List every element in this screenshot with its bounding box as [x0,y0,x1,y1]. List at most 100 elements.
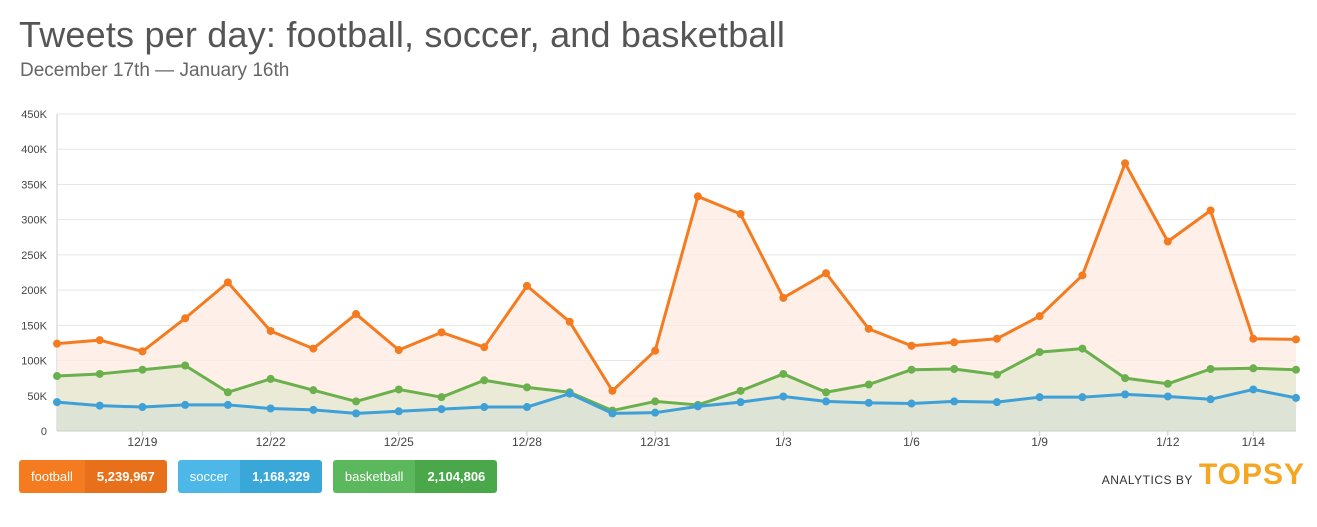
point-soccer [907,399,916,408]
point-football [480,343,489,352]
point-basketball [950,365,959,374]
point-basketball [352,397,361,406]
point-basketball [1078,344,1087,353]
y-tick-label: 0 [41,426,47,438]
brand-prefix: ANALYTICS BY [1101,473,1193,487]
point-soccer [138,403,147,412]
point-football [522,281,531,290]
point-basketball [1206,365,1215,374]
point-basketball [266,374,275,383]
point-football [394,345,403,354]
point-football [138,347,147,356]
point-soccer [309,405,318,414]
point-football [565,317,574,326]
point-football [779,293,788,302]
point-football [181,314,190,323]
point-football [352,310,361,319]
point-basketball [95,369,104,378]
point-football [1163,237,1172,246]
point-soccer [480,403,489,412]
legend-value-soccer: 1,168,329 [240,460,322,493]
y-tick-label: 250K [21,250,47,262]
y-tick-label: 100K [21,356,47,368]
legend-value-basketball: 2,104,806 [415,460,498,493]
point-football [1078,271,1087,280]
line-basketball [56,347,1297,413]
point-football [1121,159,1130,168]
x-tick-label: 1/14 [1242,435,1266,449]
point-football [223,278,232,287]
y-tick-label: 200K [21,285,47,297]
point-soccer [437,405,446,414]
legend-item-basketball[interactable]: basketball 2,104,806 [332,460,498,493]
point-soccer [181,400,190,409]
point-soccer [565,389,574,398]
point-basketball [394,385,403,394]
x-tick-label: 12/25 [384,435,414,449]
legend-item-football[interactable]: football 5,239,967 [19,460,167,493]
point-football [907,341,916,350]
point-basketball [1163,379,1172,388]
point-basketball [480,376,489,385]
point-basketball [1292,365,1300,374]
x-tick-label: 12/31 [640,435,670,449]
point-basketball [907,365,916,374]
point-basketball [181,361,190,370]
point-soccer [95,401,104,410]
point-basketball [1121,374,1130,383]
chart-subtitle: December 17th — January 16th [20,60,290,81]
point-soccer [1292,393,1300,402]
point-basketball [53,372,61,381]
y-tick-label: 450K [21,109,47,121]
point-soccer [651,408,660,417]
point-soccer [1163,392,1172,401]
legend-item-soccer[interactable]: soccer 1,168,329 [177,460,322,493]
point-basketball [864,380,873,389]
line-football [56,161,1297,393]
point-soccer [693,402,702,411]
point-basketball [992,370,1001,379]
y-tick-label: 150K [21,320,47,332]
x-tick-label: 12/28 [512,435,542,449]
point-basketball [1249,364,1258,373]
line-soccer [56,387,1297,415]
point-football [53,339,61,348]
point-football [437,328,446,337]
point-soccer [822,397,831,406]
point-football [1249,334,1258,343]
point-football [266,326,275,335]
point-football [736,210,745,219]
point-soccer [522,403,531,412]
point-basketball [736,386,745,395]
y-tick-label: 400K [21,144,47,156]
point-football [608,386,617,395]
legend-label-basketball: basketball [332,460,416,493]
legend-label-football: football [19,460,85,493]
point-basketball [522,383,531,392]
point-soccer [352,409,361,418]
x-tick-label: 1/12 [1156,435,1180,449]
x-tick-label: 12/22 [256,435,286,449]
area-football [57,163,1296,432]
legend: football 5,239,967 soccer 1,168,329 bask… [19,460,498,493]
point-basketball [138,365,147,374]
point-football [1292,335,1300,344]
chart-title: Tweets per day: football, soccer, and ba… [19,14,786,55]
y-tick-label: 300K [21,215,47,227]
point-soccer [736,398,745,407]
point-soccer [779,392,788,401]
point-soccer [864,398,873,407]
point-football [950,338,959,347]
point-basketball [822,388,831,397]
point-football [1035,312,1044,321]
point-basketball [223,388,232,397]
point-soccer [1121,390,1130,399]
point-soccer [266,404,275,413]
x-tick-label: 1/3 [775,435,792,449]
point-football [651,346,660,355]
y-tick-label: 350K [21,179,47,191]
point-basketball [437,393,446,402]
point-basketball [651,397,660,406]
point-soccer [950,397,959,406]
legend-label-soccer: soccer [177,460,241,493]
